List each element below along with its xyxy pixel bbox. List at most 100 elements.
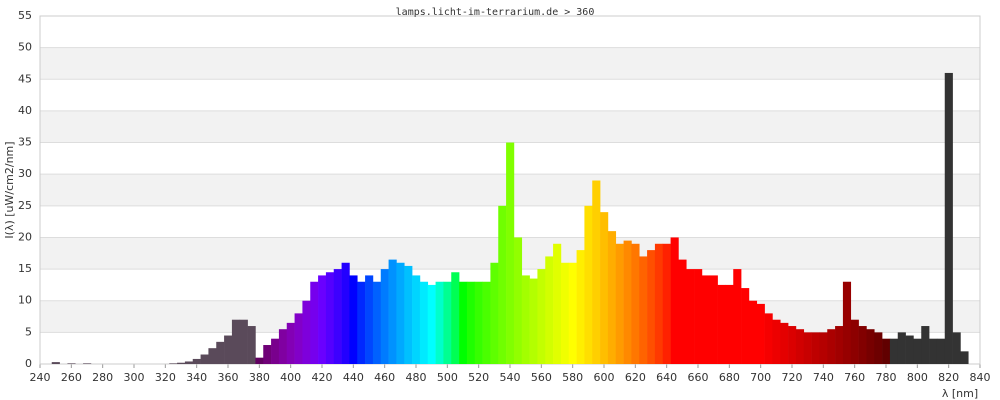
x-tick-label: 840 xyxy=(970,371,991,384)
spectrum-bar xyxy=(271,338,280,364)
spectrum-bar xyxy=(725,284,734,364)
spectrum-bar xyxy=(811,332,820,364)
x-tick-label: 720 xyxy=(782,371,803,384)
spectrum-bar xyxy=(592,180,601,364)
y-tick-label: 30 xyxy=(18,167,32,180)
spectrum-bar xyxy=(177,362,186,364)
spectrum-bar xyxy=(357,281,366,364)
y-tick-label: 50 xyxy=(18,41,32,54)
spectrum-bar xyxy=(842,281,852,364)
spectrum-bar xyxy=(882,338,891,364)
spectrum-bar xyxy=(694,269,703,364)
x-tick-label: 500 xyxy=(437,371,458,384)
y-tick-label: 55 xyxy=(18,9,32,22)
x-tick-label: 700 xyxy=(750,371,771,384)
spectrum-bar xyxy=(247,326,256,364)
spectrum-bar xyxy=(944,72,953,364)
spectrum-bar xyxy=(474,281,483,364)
spectrum-bar xyxy=(709,275,718,364)
spectrum-bar xyxy=(278,329,288,364)
spectrum-bar xyxy=(717,284,726,364)
spectrum-bar xyxy=(897,332,906,364)
spectrum-bar xyxy=(772,319,781,364)
spectrum-bar xyxy=(216,341,225,364)
spectrum-bar xyxy=(427,284,436,364)
spectrum-bar xyxy=(623,240,632,364)
y-tick-label: 40 xyxy=(18,104,32,117)
y-tick-label: 35 xyxy=(18,136,32,149)
x-tick-label: 240 xyxy=(30,371,51,384)
spectrum-bar xyxy=(513,237,523,364)
x-tick-label: 640 xyxy=(656,371,677,384)
x-tick-label: 380 xyxy=(249,371,270,384)
spectrum-bar xyxy=(255,357,264,364)
spectrum-bar xyxy=(419,281,429,364)
spectrum-bar xyxy=(388,259,397,364)
spectrum-bar xyxy=(310,281,319,364)
spectrum-bar xyxy=(302,300,311,364)
spectrum-bar xyxy=(748,300,758,364)
spectrum-bar xyxy=(741,288,750,364)
spectrum-bar xyxy=(333,269,342,364)
spectrum-bar xyxy=(553,243,562,364)
spectrum-bar xyxy=(631,243,640,364)
spectrum-bar xyxy=(192,358,201,364)
x-tick-label: 760 xyxy=(844,371,865,384)
spectrum-bar xyxy=(662,243,671,364)
spectrum-bar xyxy=(803,332,812,364)
spectrum-bar xyxy=(960,351,969,364)
x-tick-label: 400 xyxy=(280,371,301,384)
x-tick-label: 280 xyxy=(92,371,113,384)
spectrum-bar xyxy=(936,338,946,364)
x-tick-label: 620 xyxy=(625,371,646,384)
x-tick-label: 320 xyxy=(155,371,176,384)
x-tick-label: 660 xyxy=(688,371,709,384)
spectrum-bar xyxy=(380,269,389,364)
spectrum-bar xyxy=(952,332,961,364)
spectrum-bar xyxy=(372,281,382,364)
x-tick-label: 340 xyxy=(186,371,207,384)
spectrum-bar xyxy=(560,262,570,364)
spectrum-bar xyxy=(239,319,248,364)
spectrum-bar xyxy=(607,231,617,364)
spectrum-bar xyxy=(654,243,664,364)
spectrum-bar xyxy=(224,335,233,364)
spectrum-bar xyxy=(498,205,507,364)
spectrum-bar xyxy=(490,262,499,364)
spectrum-bar xyxy=(459,281,468,364)
spectrum-bar xyxy=(67,363,76,364)
spectrum-bar xyxy=(678,259,687,364)
chart-title: lamps.licht-im-terrarium.de > 360 xyxy=(396,7,595,18)
spectrum-bar xyxy=(83,363,92,364)
x-axis-label: λ [nm] xyxy=(942,387,978,400)
x-tick-label: 300 xyxy=(124,371,145,384)
spectrum-bar xyxy=(866,329,875,364)
spectrum-bar xyxy=(600,212,609,364)
x-tick-label: 440 xyxy=(343,371,364,384)
spectrum-bar xyxy=(850,319,859,364)
spectrum-bar xyxy=(929,338,938,364)
grid-band xyxy=(40,47,980,80)
spectrum-bar xyxy=(756,303,765,364)
spectrum-bar xyxy=(443,281,452,364)
x-tick-label: 820 xyxy=(938,371,959,384)
spectrum-bar xyxy=(576,250,585,364)
spectrum-bar xyxy=(827,329,836,364)
spectrum-bar xyxy=(686,269,695,364)
spectrum-bar xyxy=(733,269,742,364)
spectrum-bar xyxy=(545,256,554,364)
x-tick-label: 600 xyxy=(594,371,615,384)
y-tick-label: 25 xyxy=(18,199,32,212)
spectrum-bar xyxy=(263,345,272,364)
y-tick-label: 0 xyxy=(25,357,32,370)
spectrum-bar xyxy=(780,322,789,364)
x-tick-label: 460 xyxy=(374,371,395,384)
x-tick-label: 740 xyxy=(813,371,834,384)
x-tick-label: 540 xyxy=(500,371,521,384)
spectrum-bar xyxy=(647,250,656,364)
spectrum-bar xyxy=(921,326,930,364)
spectrum-bar xyxy=(294,313,303,364)
spectrum-bar xyxy=(835,326,844,364)
spectrum-bar xyxy=(795,329,805,364)
x-tick-label: 520 xyxy=(468,371,489,384)
